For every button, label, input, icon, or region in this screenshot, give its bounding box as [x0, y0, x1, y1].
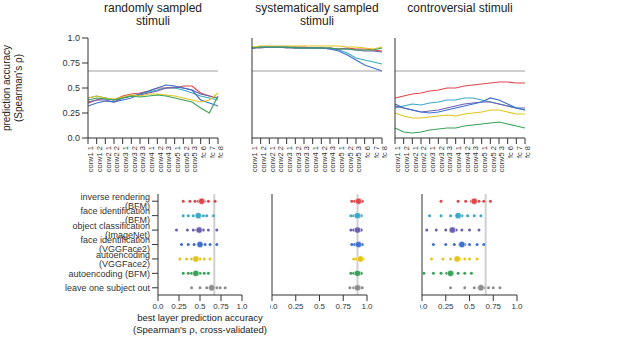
- svg-text:fc 6: fc 6: [199, 146, 208, 158]
- svg-text:conv5 2: conv5 2: [182, 146, 191, 172]
- svg-text:0.5: 0.5: [314, 302, 326, 311]
- svg-text:0.25: 0.25: [171, 302, 187, 311]
- svg-text:autoencoding (BFM): autoencoding (BFM): [68, 269, 150, 279]
- svg-text:conv4 3: conv4 3: [471, 146, 480, 172]
- svg-text:0.5: 0.5: [464, 302, 476, 311]
- svg-text:1.0: 1.0: [511, 302, 523, 311]
- svg-text:conv1 2: conv1 2: [259, 146, 268, 172]
- svg-text:autoencoding(VGGFace2): autoencoding(VGGFace2): [96, 250, 150, 269]
- svg-text:conv1 2: conv1 2: [95, 146, 104, 172]
- svg-text:conv1 1: conv1 1: [250, 146, 259, 172]
- svg-text:0.0: 0.0: [67, 133, 80, 143]
- svg-text:conv2 1: conv2 1: [104, 146, 113, 172]
- svg-text:fc 6: fc 6: [506, 146, 515, 158]
- svg-text:conv5 1: conv5 1: [337, 146, 346, 172]
- svg-text:fc 8: fc 8: [216, 146, 225, 158]
- svg-text:conv2 1: conv2 1: [268, 146, 277, 172]
- svg-text:1.0: 1.0: [67, 33, 80, 43]
- svg-text:fc 7: fc 7: [515, 146, 524, 158]
- svg-text:conv3 2: conv3 2: [437, 146, 446, 172]
- svg-text:0.0: 0.0: [420, 302, 428, 311]
- svg-text:conv2 2: conv2 2: [276, 146, 285, 172]
- svg-text:conv5 2: conv5 2: [489, 146, 498, 172]
- svg-text:conv5 1: conv5 1: [173, 146, 182, 172]
- svg-text:conv3 1: conv3 1: [121, 146, 130, 172]
- svg-text:0.25: 0.25: [288, 302, 304, 311]
- svg-text:conv5 3: conv5 3: [497, 146, 506, 172]
- svg-text:0.75: 0.75: [213, 302, 229, 311]
- svg-text:conv3 3: conv3 3: [302, 146, 311, 172]
- svg-text:0.25: 0.25: [62, 108, 80, 118]
- svg-text:conv3 2: conv3 2: [130, 146, 139, 172]
- svg-text:conv5 3: conv5 3: [190, 146, 199, 172]
- svg-text:0.75: 0.75: [485, 302, 501, 311]
- svg-text:conv5 3: conv5 3: [354, 146, 363, 172]
- svg-text:conv4 1: conv4 1: [311, 146, 320, 172]
- svg-text:0.75: 0.75: [335, 302, 351, 311]
- svg-text:conv5 2: conv5 2: [346, 146, 355, 172]
- svg-text:conv4 1: conv4 1: [147, 146, 156, 172]
- svg-text:fc 7: fc 7: [372, 146, 381, 158]
- svg-text:conv1 1: conv1 1: [393, 146, 402, 172]
- svg-text:conv1 1: conv1 1: [86, 146, 95, 172]
- svg-text:conv4 2: conv4 2: [156, 146, 165, 172]
- svg-text:0.0: 0.0: [152, 302, 164, 311]
- svg-text:conv1 2: conv1 2: [402, 146, 411, 172]
- svg-text:conv5 1: conv5 1: [480, 146, 489, 172]
- svg-text:conv3 1: conv3 1: [285, 146, 294, 172]
- svg-text:conv2 2: conv2 2: [419, 146, 428, 172]
- svg-text:conv3 1: conv3 1: [428, 146, 437, 172]
- svg-text:conv4 3: conv4 3: [328, 146, 337, 172]
- svg-text:1.0: 1.0: [236, 302, 248, 311]
- svg-text:fc 8: fc 8: [380, 146, 389, 158]
- svg-text:conv3 3: conv3 3: [138, 146, 147, 172]
- svg-text:leave one subject out: leave one subject out: [65, 283, 151, 293]
- svg-text:conv2 1: conv2 1: [411, 146, 420, 172]
- svg-text:fc 6: fc 6: [363, 146, 372, 158]
- svg-text:0.75: 0.75: [62, 58, 80, 68]
- svg-text:fc 8: fc 8: [523, 146, 532, 158]
- svg-text:0.5: 0.5: [194, 302, 206, 311]
- svg-text:0.25: 0.25: [438, 302, 454, 311]
- svg-text:conv2 2: conv2 2: [112, 146, 121, 172]
- svg-text:conv4 3: conv4 3: [164, 146, 173, 172]
- svg-text:0.0: 0.0: [270, 302, 278, 311]
- svg-text:fc 7: fc 7: [208, 146, 217, 158]
- svg-text:0.5: 0.5: [67, 83, 80, 93]
- svg-text:conv4 2: conv4 2: [320, 146, 329, 172]
- svg-text:conv3 3: conv3 3: [445, 146, 454, 172]
- svg-text:conv4 1: conv4 1: [454, 146, 463, 172]
- svg-text:conv4 2: conv4 2: [463, 146, 472, 172]
- svg-text:conv3 2: conv3 2: [294, 146, 303, 172]
- svg-text:1.0: 1.0: [361, 302, 373, 311]
